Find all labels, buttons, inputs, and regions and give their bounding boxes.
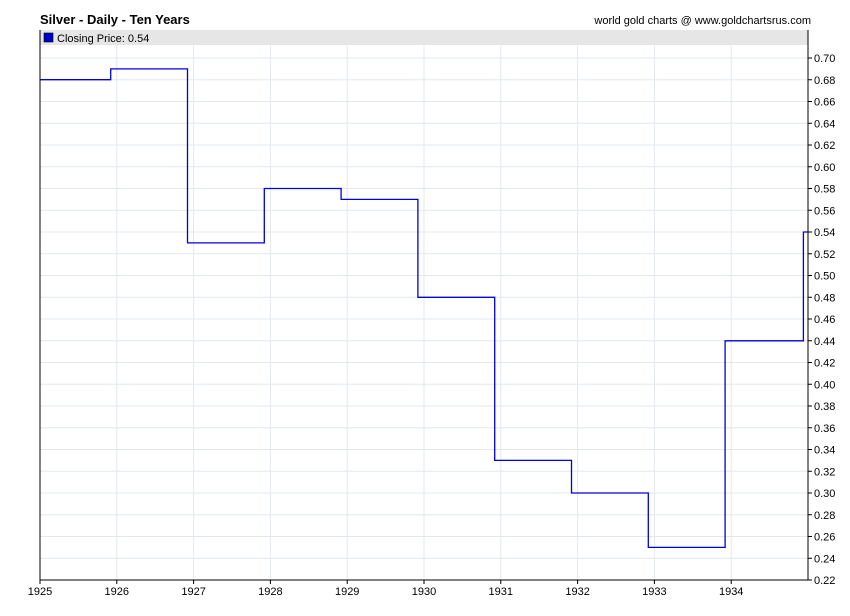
- y-tick-label: 0.36: [814, 423, 835, 435]
- y-tick-label: 0.56: [814, 205, 835, 217]
- y-tick-label: 0.66: [814, 97, 835, 109]
- y-tick-label: 0.58: [814, 184, 835, 196]
- y-tick-label: 0.70: [814, 53, 835, 65]
- y-tick-label: 0.24: [814, 553, 835, 565]
- x-tick-label: 1926: [105, 586, 129, 598]
- y-tick-label: 0.32: [814, 466, 835, 478]
- y-tick-label: 0.50: [814, 271, 835, 283]
- x-tick-label: 1930: [412, 586, 436, 598]
- series-closing-price-line: [40, 68, 808, 549]
- y-tick-label: 0.26: [814, 532, 835, 544]
- x-tick-label: 1925: [28, 586, 52, 598]
- y-tick-label: 0.22: [814, 575, 835, 587]
- chart-credit: world gold charts @ www.goldchartsrus.co…: [594, 15, 811, 27]
- y-tick-label: 0.60: [814, 162, 835, 174]
- x-tick-label: 1931: [489, 586, 513, 598]
- legend-background: [40, 30, 808, 45]
- y-tick-label: 0.68: [814, 75, 835, 87]
- x-tick-label: 1928: [258, 586, 282, 598]
- y-tick-label: 0.46: [814, 314, 835, 326]
- y-tick-label: 0.64: [814, 118, 835, 130]
- y-tick-label: 0.34: [814, 445, 835, 457]
- y-tick-label: 0.52: [814, 249, 835, 261]
- y-tick-label: 0.28: [814, 510, 835, 522]
- x-tick-label: 1932: [565, 586, 589, 598]
- legend-swatch: [43, 32, 54, 43]
- y-tick-label: 0.30: [814, 488, 835, 500]
- y-axis: 0.22 0.24 0.26 0.28 0.30 0.32 0.34 0.36 0.38 0.40…: [808, 53, 835, 587]
- y-tick-label: 0.54: [814, 227, 835, 239]
- grid: [40, 30, 808, 581]
- x-tick-label: 1929: [335, 586, 359, 598]
- x-tick-label: 1934: [719, 586, 743, 598]
- x-tick-label: 1927: [181, 586, 205, 598]
- legend-label: Closing Price: 0.54: [57, 33, 149, 45]
- legend: Closing Price: 0.54: [40, 30, 808, 45]
- y-tick-label: 0.44: [814, 336, 835, 348]
- x-tick-label: 1933: [642, 586, 666, 598]
- y-tick-label: 0.40: [814, 379, 835, 391]
- y-tick-label: 0.48: [814, 292, 835, 304]
- y-tick-label: 0.62: [814, 140, 835, 152]
- x-axis: 1925 1926 1927 1928 1929 1930 1931 1932 1933 1934: [28, 580, 743, 598]
- series-layer: [40, 68, 808, 549]
- chart-title: Silver - Daily - Ten Years: [40, 12, 190, 27]
- y-tick-label: 0.38: [814, 401, 835, 413]
- y-tick-label: 0.42: [814, 358, 835, 370]
